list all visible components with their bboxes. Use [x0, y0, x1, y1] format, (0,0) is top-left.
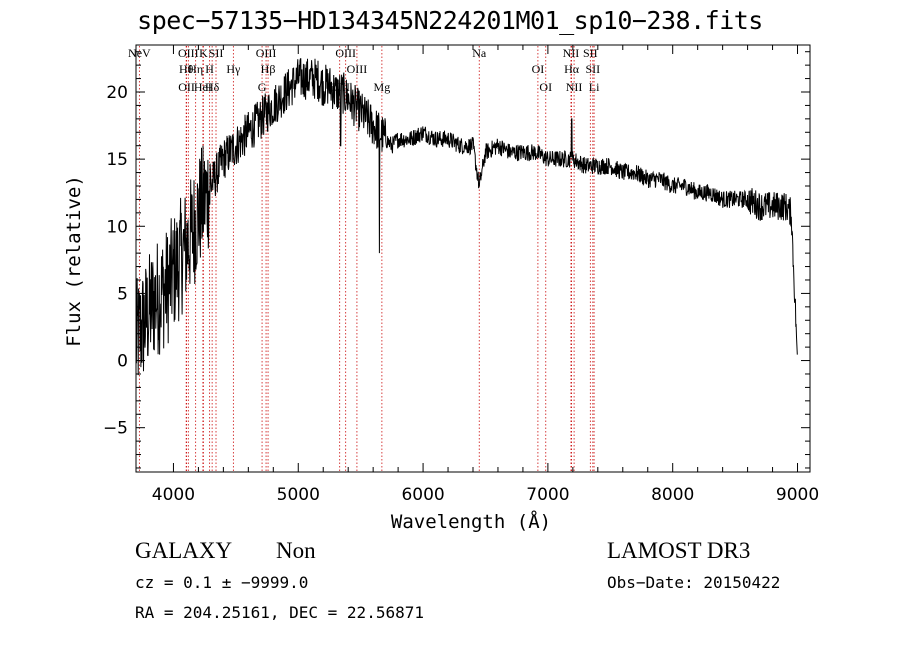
line-marker-label: Hα: [564, 62, 580, 76]
line-marker-label: SII: [585, 62, 600, 76]
line-marker-label: OI: [539, 80, 552, 94]
survey-name: LAMOST DR3: [607, 538, 751, 563]
spectrum-series: [135, 58, 798, 376]
line-marker-label: H: [205, 62, 214, 76]
y-tick-label: 15: [106, 150, 128, 170]
line-marker-label: OI: [532, 62, 545, 76]
axis-ticks: [136, 45, 810, 472]
chart-title: spec−57135−HD134345N224201M01_sp10−238.f…: [137, 6, 763, 35]
line-marker-label: NeV: [128, 46, 151, 60]
plot-frame: [135, 44, 811, 473]
emission-line-markers: [138, 46, 595, 471]
line-marker-label: Hγ: [226, 62, 241, 76]
object-subclass: Non: [276, 538, 316, 563]
y-tick-label: 0: [117, 352, 128, 372]
line-marker-label: NII: [566, 80, 583, 94]
line-marker-label: G: [258, 80, 267, 94]
line-marker-label: OIII: [347, 62, 368, 76]
y-tick-label: 5: [117, 284, 128, 304]
line-marker-label: Hθ: [179, 62, 194, 76]
line-marker-label: Mg: [374, 80, 391, 94]
line-marker-label: Li: [589, 80, 600, 94]
emission-line-labels: NeVHθOIIOIIIHηHeIKHHδSIIHγGOIIIHβOIIIOII…: [128, 46, 600, 94]
spectrum-line: [135, 58, 798, 376]
line-marker-label: SII: [583, 46, 598, 60]
line-marker-label: K: [199, 46, 208, 60]
x-tick-label: 4000: [152, 485, 195, 505]
x-tick-label: 9000: [776, 485, 819, 505]
line-marker-label: OIII: [256, 46, 277, 60]
line-marker-label: Hβ: [261, 62, 276, 76]
axis-tick-labels: 4000 5000 6000 7000 8000 9000 −5 0 5 10 15 20: [103, 83, 819, 505]
x-tick-label: 6000: [401, 485, 444, 505]
x-tick-label: 8000: [651, 485, 694, 505]
line-marker-label: HeI: [194, 80, 212, 94]
y-tick-label: −5: [103, 419, 128, 439]
x-tick-label: 7000: [526, 485, 569, 505]
line-marker-label: OIII: [335, 46, 356, 60]
redshift-readout: cz = 0.1 ± −9999.0: [135, 573, 309, 592]
y-tick-label: 10: [106, 217, 128, 237]
y-axis-label: Flux (relative): [63, 175, 85, 347]
y-tick-label: 20: [106, 83, 128, 103]
line-marker-label: OIII: [329, 80, 350, 94]
x-axis-label: Wavelength (Å): [391, 510, 551, 533]
line-marker-label: OII: [178, 80, 195, 94]
coordinates: RA = 204.25161, DEC = 22.56871: [135, 603, 424, 622]
line-marker-label: NII: [563, 46, 580, 60]
line-marker-label: Hδ: [205, 80, 220, 94]
line-marker-label: OIII: [178, 46, 199, 60]
line-marker-label: Hη: [188, 62, 203, 76]
object-class: GALAXY: [135, 538, 233, 563]
x-tick-label: 5000: [277, 485, 320, 505]
line-marker-label: SII: [209, 46, 224, 60]
line-marker-label: Na: [472, 46, 487, 60]
obs-date: Obs−Date: 20150422: [607, 573, 781, 592]
